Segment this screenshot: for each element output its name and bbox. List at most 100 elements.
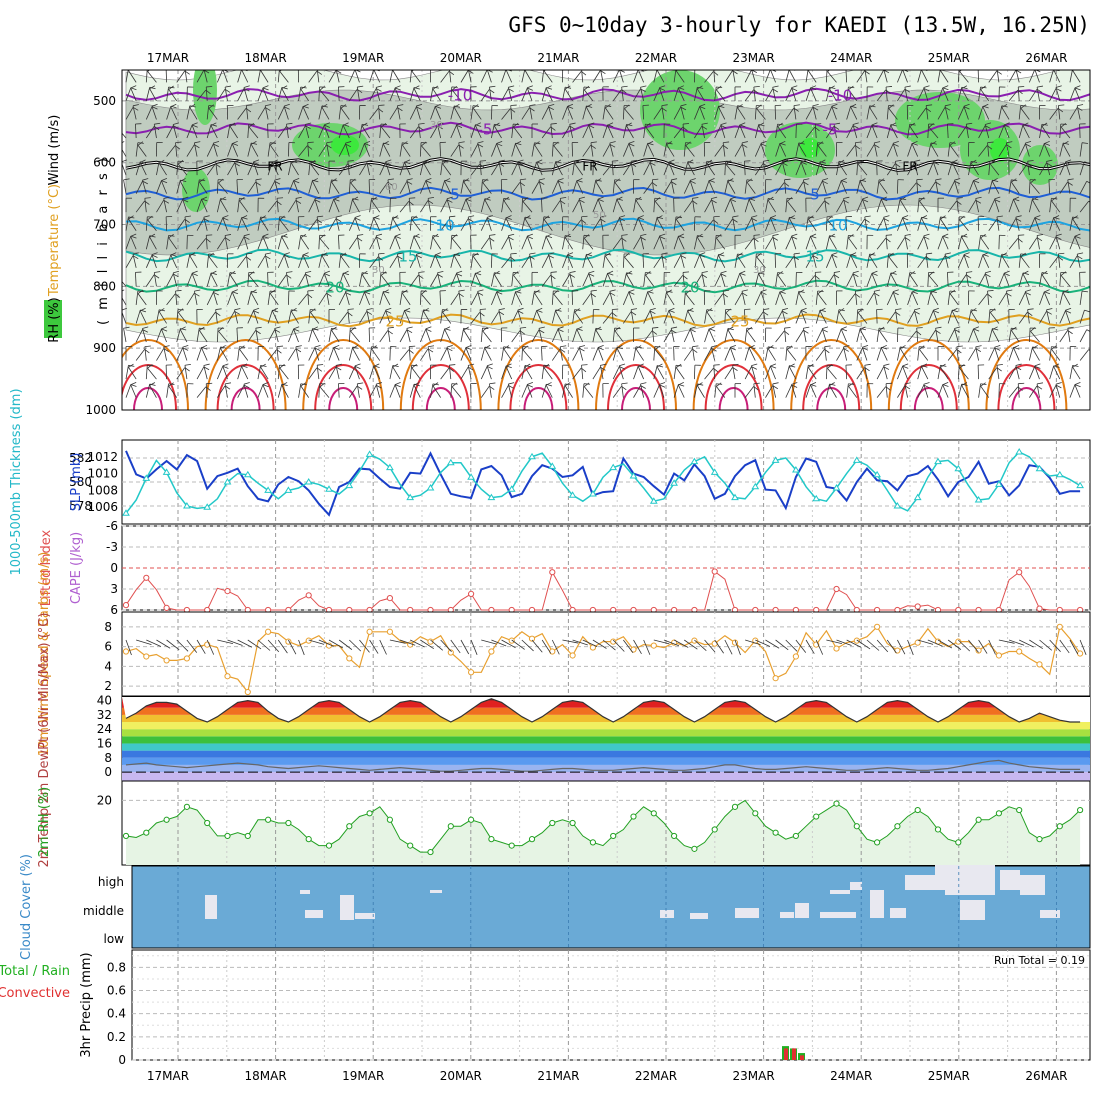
wind-barb-flag	[859, 326, 866, 331]
wind-barb-flag	[423, 307, 429, 312]
wind-barb	[413, 384, 421, 398]
wind-barb-flag	[151, 254, 158, 258]
wind-barb	[699, 106, 705, 120]
wind-barb	[725, 164, 736, 176]
wind-barb	[923, 235, 929, 250]
wind-barb	[132, 105, 137, 120]
wind-barb-flag	[383, 289, 389, 293]
wind-barb-flag	[1072, 215, 1078, 220]
wind-barb	[904, 87, 908, 101]
wind-barb-flag	[262, 382, 269, 386]
wind-barb	[529, 105, 533, 120]
wind-barb	[998, 105, 1003, 120]
wind-barb	[741, 291, 746, 305]
wind-barb-flag	[149, 233, 156, 238]
wind-barb-flag	[763, 308, 770, 311]
wind-barb-flag	[829, 85, 835, 90]
wind-barb	[369, 256, 379, 269]
wind-barb-flag	[376, 382, 383, 385]
wind-barb-flag	[524, 215, 531, 219]
wind-barb	[347, 309, 350, 324]
wind-barb-flag	[191, 124, 198, 128]
wind-barb-flag	[864, 215, 871, 218]
wind-barb	[564, 237, 573, 250]
wind-barb	[474, 125, 482, 139]
wind-barb	[572, 328, 578, 343]
wind-barb-flag	[605, 104, 611, 109]
temp-color-band	[122, 736, 1090, 744]
wind-barb	[592, 199, 599, 213]
wind-barb	[978, 145, 988, 157]
wind-barb-flag	[178, 160, 184, 165]
wind-barb	[917, 198, 920, 213]
wind-barb	[1008, 347, 1014, 361]
wind-barb	[318, 383, 320, 398]
wind-barb	[812, 254, 817, 268]
bottom-date-label: 20MAR	[440, 1069, 482, 1083]
wind-barb	[741, 142, 746, 157]
wind-barb	[288, 328, 295, 343]
wind-barb-flag	[946, 70, 947, 71]
wind-barb	[545, 384, 553, 398]
wind-barb-flag	[708, 178, 715, 182]
wind-barb	[947, 200, 957, 213]
wind-barb-flag	[720, 273, 727, 277]
wind-barb-flag	[1032, 196, 1038, 201]
wind-barb	[982, 106, 990, 120]
wind-barb	[827, 219, 837, 231]
wind-barb	[645, 126, 655, 139]
wind-barb-flag	[274, 178, 281, 181]
wind-barb	[468, 70, 472, 83]
wind-barb	[379, 124, 382, 139]
rh2m-line-point	[468, 816, 475, 823]
wind-barb	[237, 236, 245, 250]
rh2m-line-point	[386, 816, 393, 823]
rh2m-axis-label: 2m RH (%)	[37, 787, 52, 858]
wind-barb	[379, 162, 387, 176]
wind-barb-flag	[822, 326, 829, 329]
wind-barb-flag	[980, 382, 986, 387]
wind-barb	[585, 106, 594, 120]
wind-barb-flag	[194, 141, 201, 144]
wind-barb	[196, 89, 207, 102]
wind-barb-flag	[763, 159, 770, 162]
wind-barb	[541, 216, 545, 231]
wind-barb	[732, 216, 736, 231]
wind-barb-flag	[347, 160, 354, 162]
wind-barb	[1008, 328, 1012, 343]
wind-barb	[624, 108, 634, 120]
wind-barb-flag	[902, 363, 909, 367]
wind-barb-flag	[545, 233, 552, 238]
wind-barb-flag	[477, 292, 484, 296]
wind-barb-flag	[442, 159, 448, 165]
wind-barb	[825, 216, 828, 231]
wind-barb-flag	[654, 197, 661, 202]
wind-speed-line-point	[346, 655, 353, 662]
wind-barb	[582, 144, 592, 157]
wind-barb	[279, 367, 289, 380]
surface-wind-barb	[978, 639, 988, 654]
wind-barb	[988, 219, 998, 231]
wind-barb	[163, 198, 167, 213]
wind-barb	[653, 217, 658, 231]
wind-barb-flag	[923, 233, 930, 237]
wind-barb	[559, 346, 563, 361]
wind-barb-flag	[130, 85, 137, 89]
wind-barb	[635, 348, 644, 361]
wind-barb	[307, 142, 310, 157]
wind-barb	[892, 143, 898, 157]
wind-barb	[168, 385, 178, 398]
wind-barb	[862, 347, 868, 361]
wind-barb	[653, 198, 656, 213]
wind-barb	[1046, 161, 1051, 176]
wind-barb-flag	[909, 122, 916, 127]
surface-wind-barb	[531, 639, 543, 653]
wind-barb	[714, 86, 717, 101]
thickness-line-point	[751, 482, 760, 490]
wind-barb-flag	[376, 233, 383, 237]
wind-barb	[890, 273, 898, 287]
wind-barb-flag	[930, 289, 937, 294]
surface-wind-barb	[206, 639, 215, 655]
